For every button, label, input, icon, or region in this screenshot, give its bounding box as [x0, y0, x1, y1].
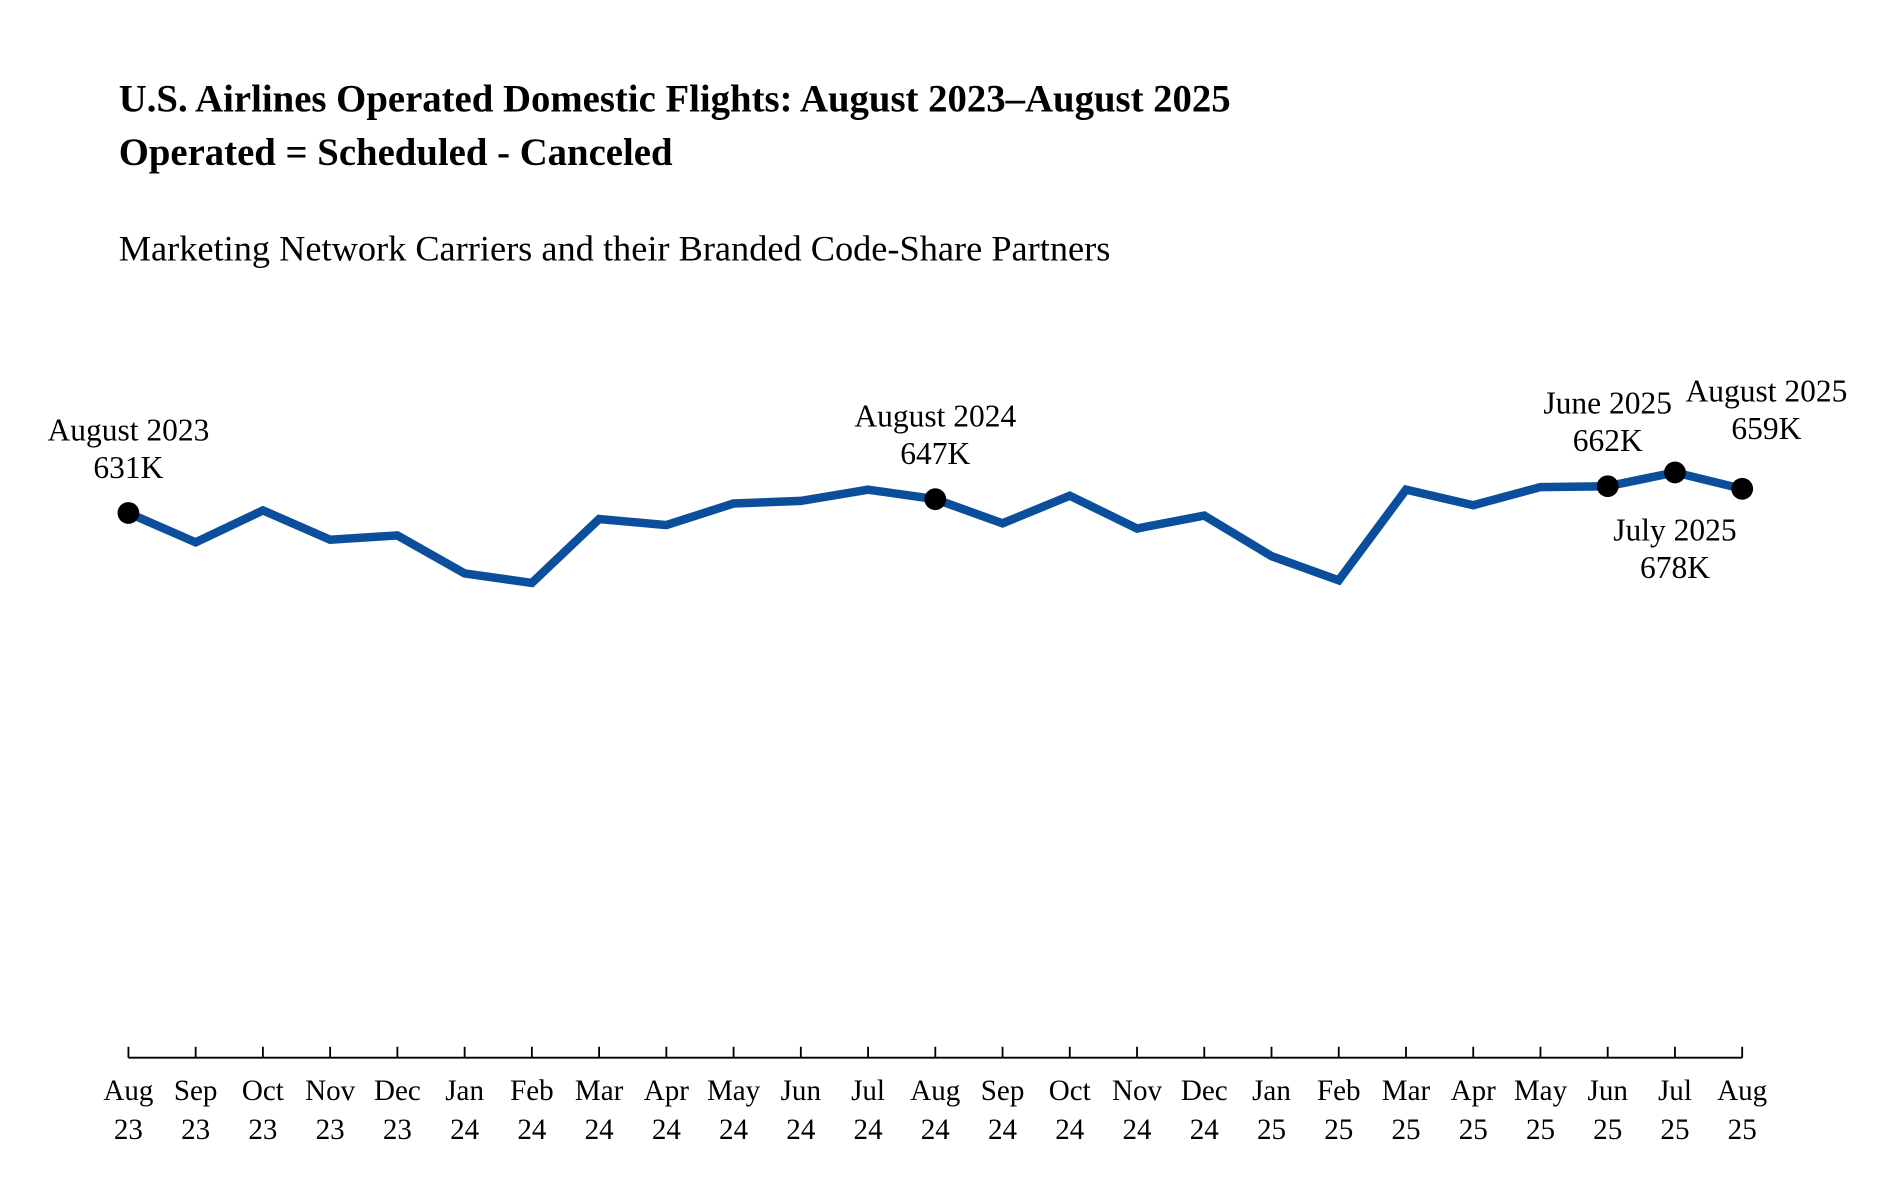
annotation-label: July 2025	[1613, 512, 1736, 547]
x-tick-label: Mar 25	[1382, 1075, 1431, 1146]
x-tick-label: Jul 24	[851, 1075, 885, 1146]
data-point	[1596, 475, 1619, 498]
x-tick-label: May 25	[1514, 1075, 1568, 1146]
value-label: 659K	[1731, 411, 1801, 446]
x-tick-label: Apr 24	[644, 1075, 690, 1146]
x-tick-label: Sep 23	[174, 1075, 218, 1146]
data-point	[117, 502, 140, 524]
annotation-label: June 2025	[1543, 386, 1672, 421]
annotation-label: August 2024	[854, 398, 1016, 433]
x-tick-label: Aug 24	[910, 1075, 960, 1146]
x-tick-label: Dec 23	[374, 1075, 421, 1146]
x-tick-label: Oct 23	[242, 1075, 284, 1146]
value-label: 678K	[1640, 550, 1710, 585]
annotation-label: August 2023	[47, 412, 209, 447]
chart-description: Marketing Network Carriers and their Bra…	[119, 228, 1111, 268]
x-tick-label: Oct 24	[1049, 1075, 1091, 1146]
data-point	[1664, 461, 1686, 484]
x-tick-label: Jan 24	[445, 1075, 484, 1146]
x-tick-label: Jun 25	[1588, 1075, 1629, 1146]
annotation-label: August 2025	[1685, 374, 1847, 409]
data-point	[1731, 477, 1754, 500]
chart-subtitle: Operated = Scheduled - Canceled	[119, 131, 673, 174]
value-label: 647K	[900, 436, 970, 471]
data-point	[924, 488, 947, 511]
x-tick-label: Apr 25	[1451, 1075, 1497, 1146]
x-tick-label: Mar 24	[575, 1075, 624, 1146]
chart-title: U.S. Airlines Operated Domestic Flights:…	[119, 77, 1231, 120]
x-tick-label: Aug 25	[1717, 1075, 1767, 1146]
x-tick-label: Jan 25	[1252, 1075, 1291, 1146]
value-label: 631K	[93, 450, 163, 485]
x-tick-label: May 24	[707, 1075, 761, 1146]
x-tick-label: Dec 24	[1181, 1075, 1228, 1146]
x-tick-label: Feb 25	[1317, 1075, 1361, 1146]
x-tick-label: Jun 24	[781, 1075, 822, 1146]
x-tick-label: Nov 24	[1112, 1075, 1163, 1146]
value-label: 662K	[1573, 423, 1643, 458]
x-tick-label: Jul 25	[1658, 1075, 1692, 1146]
x-tick-label: Sep 24	[981, 1075, 1025, 1146]
x-tick-label: Feb 24	[510, 1075, 554, 1146]
x-tick-label: Nov 23	[305, 1075, 356, 1146]
x-tick-label: Aug 23	[103, 1075, 153, 1146]
